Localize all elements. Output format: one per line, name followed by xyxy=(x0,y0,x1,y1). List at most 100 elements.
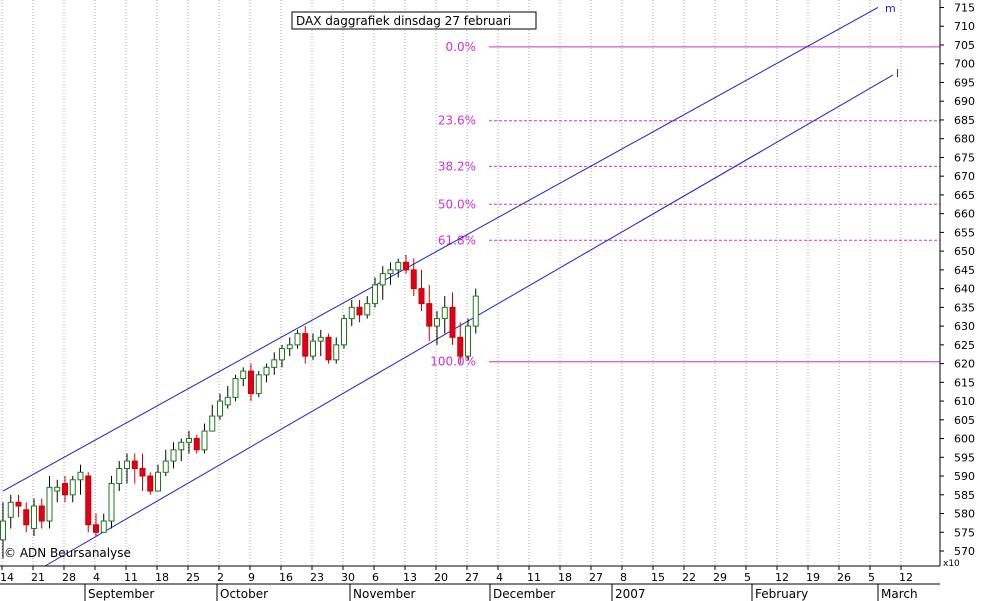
candle xyxy=(364,296,371,319)
x-tick-label: 5 xyxy=(868,571,875,584)
candle xyxy=(279,344,285,368)
y-tick-label: 680 xyxy=(954,133,975,146)
x-tick-label: 4 xyxy=(496,571,503,584)
y-tick-label: 655 xyxy=(954,226,975,239)
candle xyxy=(465,318,471,360)
y-tick-label: 640 xyxy=(954,283,975,296)
candle xyxy=(426,284,433,342)
month-label: March xyxy=(881,587,918,601)
candle xyxy=(23,502,30,533)
candle-body xyxy=(217,400,223,417)
y-tick-label: 585 xyxy=(954,489,975,502)
candle xyxy=(286,337,293,357)
candle xyxy=(403,254,409,274)
candle-body xyxy=(69,479,76,496)
candle xyxy=(418,269,425,312)
x-tick-label: 30 xyxy=(341,571,355,584)
candle-body xyxy=(209,415,216,432)
candle xyxy=(7,494,14,529)
candle xyxy=(240,367,247,387)
candle-body xyxy=(364,303,371,316)
candle-body xyxy=(139,468,146,477)
candle-body xyxy=(162,460,169,473)
candle xyxy=(62,476,68,503)
candle xyxy=(472,288,479,334)
candle-body xyxy=(465,325,471,357)
candle xyxy=(457,322,464,364)
candle-body xyxy=(186,438,192,443)
candle-body xyxy=(170,449,177,462)
x-tick-label: 11 xyxy=(527,571,541,584)
candle-body xyxy=(333,344,340,361)
candle-body xyxy=(155,471,161,492)
chart-title-box xyxy=(291,11,537,30)
labels: DAX daggrafiek dinsdag 27 februari © ADN… xyxy=(4,2,960,569)
y-tick-label: 600 xyxy=(954,433,975,446)
candle-body xyxy=(7,501,14,518)
candle xyxy=(333,337,340,364)
candle-body xyxy=(434,318,440,327)
candle xyxy=(248,363,254,402)
candle xyxy=(93,513,99,537)
candle xyxy=(232,374,239,402)
candle-body xyxy=(77,471,84,481)
trend-channel xyxy=(2,7,894,567)
candle xyxy=(387,262,394,285)
candle xyxy=(341,314,347,349)
month-label: December xyxy=(493,587,555,601)
copyright-label: © ADN Beursanalyse xyxy=(4,546,131,560)
x-tick-label: 12 xyxy=(775,571,789,584)
x-tick-label: 15 xyxy=(651,571,665,584)
candle-body xyxy=(116,468,123,485)
candle xyxy=(77,464,84,495)
chart-title: DAX daggrafiek dinsdag 27 februari xyxy=(296,14,511,28)
y-tick-label: 700 xyxy=(954,58,975,71)
candle-body xyxy=(15,501,22,507)
y-tick-label: 710 xyxy=(954,20,975,33)
y-tick-label: 575 xyxy=(954,526,975,539)
candle-body xyxy=(457,336,464,357)
y-tick-label: 605 xyxy=(954,414,975,427)
candle xyxy=(54,479,61,503)
candle-body xyxy=(472,295,479,327)
candle xyxy=(124,453,130,484)
upper-channel-line xyxy=(2,7,879,492)
candle xyxy=(193,434,200,454)
candle-body xyxy=(108,483,115,522)
candle-body xyxy=(23,509,30,526)
candle-body xyxy=(310,340,316,357)
y-tick-label: 650 xyxy=(954,245,975,258)
candle-body xyxy=(410,269,417,290)
candle-body xyxy=(302,333,309,357)
month-label: 2007 xyxy=(615,587,646,601)
x-tick-label: 25 xyxy=(186,571,200,584)
candle-body xyxy=(240,370,247,380)
candle-body xyxy=(426,303,433,327)
x-tick-label: 13 xyxy=(403,571,417,584)
candle-body xyxy=(93,524,99,533)
lower-channel-label: l xyxy=(896,67,899,80)
candle xyxy=(372,277,378,308)
candle xyxy=(434,311,440,345)
candle xyxy=(31,498,37,537)
candle xyxy=(0,502,6,559)
candle xyxy=(186,431,192,454)
candle xyxy=(317,329,324,357)
x-tick-label: 9 xyxy=(248,571,255,584)
candle-body xyxy=(271,359,278,368)
y-tick-label: 625 xyxy=(954,339,975,352)
y-tick-label: 695 xyxy=(954,76,975,89)
y-tick-label: 690 xyxy=(954,95,975,108)
candle-body xyxy=(441,306,448,320)
candle-body xyxy=(201,430,208,451)
fibonacci-levels: 0.0%23.6%38.2%50.0%61.8%100.0% xyxy=(430,40,940,369)
x-tick-label: 5 xyxy=(744,571,751,584)
candle xyxy=(38,498,45,529)
candle-body xyxy=(294,333,301,346)
month-label: September xyxy=(88,587,154,601)
y-tick-label: 675 xyxy=(954,151,975,164)
candle-body xyxy=(317,336,324,342)
candle xyxy=(155,464,161,492)
candle xyxy=(294,329,301,349)
